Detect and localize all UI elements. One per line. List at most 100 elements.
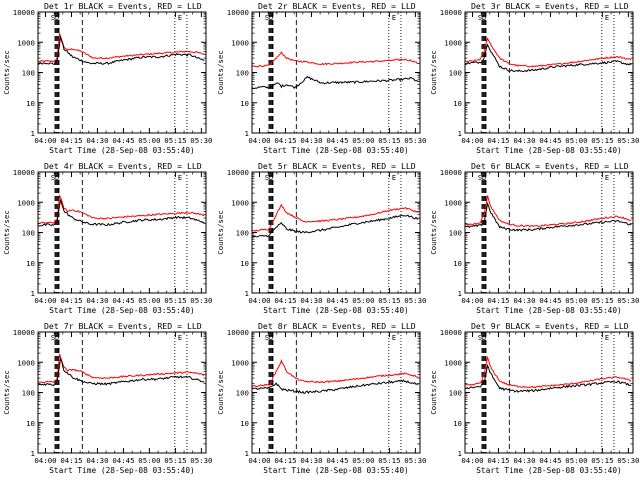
y-axis-title: Counts/sec: [2, 50, 11, 95]
events-series-line: [465, 363, 632, 393]
marker-label-sd: SD: [265, 174, 273, 182]
x-tick-label: 05:00: [352, 136, 374, 145]
x-tick-label: 04:45: [112, 296, 134, 305]
panel-title: Det 4r BLACK = Events, RED = LLD: [44, 161, 202, 171]
plot-area: [38, 332, 205, 453]
y-tick-label: 100: [449, 389, 462, 398]
y-tick-label: 1: [458, 129, 462, 138]
panel-5: Det 5r BLACK = Events, RED = LLD SD E 1 10 10…: [216, 161, 427, 315]
marker-label-sd: SD: [51, 334, 59, 342]
y-tick-label: 10000: [13, 328, 35, 337]
y-tick-label: 10: [240, 259, 249, 268]
y-tick-label: 100: [449, 229, 462, 238]
x-tick-label: 05:00: [565, 296, 587, 305]
x-tick-label: 05:00: [138, 136, 160, 145]
x-axis-title: Start Time (28-Sep-08 03:55:40): [49, 306, 195, 315]
x-axis-title: Start Time (28-Sep-08 03:55:40): [263, 466, 409, 475]
y-tick-label: 1000: [17, 358, 35, 367]
marker-label-sd: SD: [51, 14, 59, 22]
events-series-line: [465, 43, 632, 73]
x-tick-label: 05:15: [591, 456, 613, 465]
events-series-line: [38, 357, 205, 387]
events-series-line: [252, 214, 419, 239]
x-tick-label: 04:00: [34, 136, 56, 145]
y-tick-label: 10: [26, 259, 35, 268]
y-axis-title: Counts/sec: [216, 370, 225, 415]
x-tick-label: 04:45: [539, 136, 561, 145]
x-tick-label: 05:15: [378, 296, 400, 305]
y-tick-label: 10000: [440, 328, 462, 337]
marker-label-sd: SD: [478, 174, 486, 182]
marker-label-sd: SD: [51, 174, 59, 182]
plot-area: [465, 332, 632, 453]
x-tick-label: 04:45: [539, 456, 561, 465]
panel-title: Det 1r BLACK = Events, RED = LLD: [44, 1, 202, 11]
x-tick-label: 04:00: [461, 456, 483, 465]
panel-1: Det 1r BLACK = Events, RED = LLD SD E 1 10 10…: [2, 1, 213, 155]
x-tick-label: 05:15: [378, 136, 400, 145]
x-tick-label: 05:30: [617, 296, 639, 305]
panel-title: Det 7r BLACK = Events, RED = LLD: [44, 321, 202, 331]
y-axis-title: Counts/sec: [2, 210, 11, 255]
x-tick-label: 05:15: [591, 136, 613, 145]
x-tick-label: 04:30: [300, 296, 322, 305]
x-tick-label: 05:30: [617, 136, 639, 145]
y-axis-title: Counts/sec: [429, 50, 438, 95]
lld-series-line: [252, 51, 419, 68]
x-tick-label: 05:15: [164, 296, 186, 305]
lld-series-line: [38, 353, 205, 384]
y-tick-label: 10: [453, 259, 462, 268]
events-series-line: [252, 379, 419, 395]
x-axis-title: Start Time (28-Sep-08 03:55:40): [476, 466, 622, 475]
y-axis-title: Counts/sec: [429, 370, 438, 415]
y-tick-label: 1: [245, 129, 249, 138]
x-tick-label: 04:00: [248, 296, 270, 305]
x-tick-label: 04:30: [300, 136, 322, 145]
marker-label-e: E: [178, 174, 182, 182]
x-axis-title: Start Time (28-Sep-08 03:55:40): [49, 466, 195, 475]
x-tick-label: 04:00: [248, 456, 270, 465]
x-axis-title: Start Time (28-Sep-08 03:55:40): [476, 146, 622, 155]
y-tick-label: 10000: [13, 8, 35, 17]
y-tick-label: 10: [240, 419, 249, 428]
x-tick-label: 04:15: [487, 136, 509, 145]
marker-label-e: E: [178, 334, 182, 342]
y-axis-title: Counts/sec: [216, 50, 225, 95]
x-tick-label: 04:45: [112, 456, 134, 465]
lld-series-line: [252, 358, 419, 388]
marker-label-e: E: [605, 334, 609, 342]
panel-8: Det 8r BLACK = Events, RED = LLD SD E 1 10 10…: [216, 321, 427, 475]
x-tick-label: 04:00: [461, 136, 483, 145]
y-tick-label: 10000: [227, 168, 249, 177]
x-tick-label: 05:00: [565, 456, 587, 465]
plot-area: [252, 172, 419, 293]
y-tick-label: 10000: [227, 8, 249, 17]
x-tick-label: 05:30: [617, 456, 639, 465]
x-tick-label: 04:30: [513, 296, 535, 305]
panel-3: Det 3r BLACK = Events, RED = LLD SD E 1 10 10…: [429, 1, 640, 155]
y-tick-label: 1000: [444, 38, 462, 47]
y-tick-label: 10000: [440, 168, 462, 177]
y-tick-label: 10: [453, 99, 462, 108]
x-tick-label: 04:00: [34, 296, 56, 305]
y-tick-label: 10000: [13, 168, 35, 177]
y-tick-label: 1: [31, 129, 35, 138]
y-tick-label: 1: [31, 449, 35, 458]
marker-label-sd: SD: [478, 14, 486, 22]
x-tick-label: 04:30: [513, 136, 535, 145]
y-tick-label: 100: [236, 389, 249, 398]
y-tick-label: 1000: [444, 198, 462, 207]
plot-area: [252, 12, 419, 133]
panel-title: Det 8r BLACK = Events, RED = LLD: [258, 321, 416, 331]
x-tick-label: 04:00: [34, 456, 56, 465]
marker-label-sd: SD: [478, 334, 486, 342]
x-tick-label: 04:15: [60, 456, 82, 465]
x-tick-label: 05:00: [352, 296, 374, 305]
y-tick-label: 100: [22, 389, 35, 398]
events-series-line: [465, 201, 632, 232]
x-tick-label: 04:15: [487, 296, 509, 305]
x-tick-label: 05:00: [138, 456, 160, 465]
panel-7: Det 7r BLACK = Events, RED = LLD SD E 1 10 10…: [2, 321, 213, 475]
lld-series-line: [38, 194, 205, 225]
